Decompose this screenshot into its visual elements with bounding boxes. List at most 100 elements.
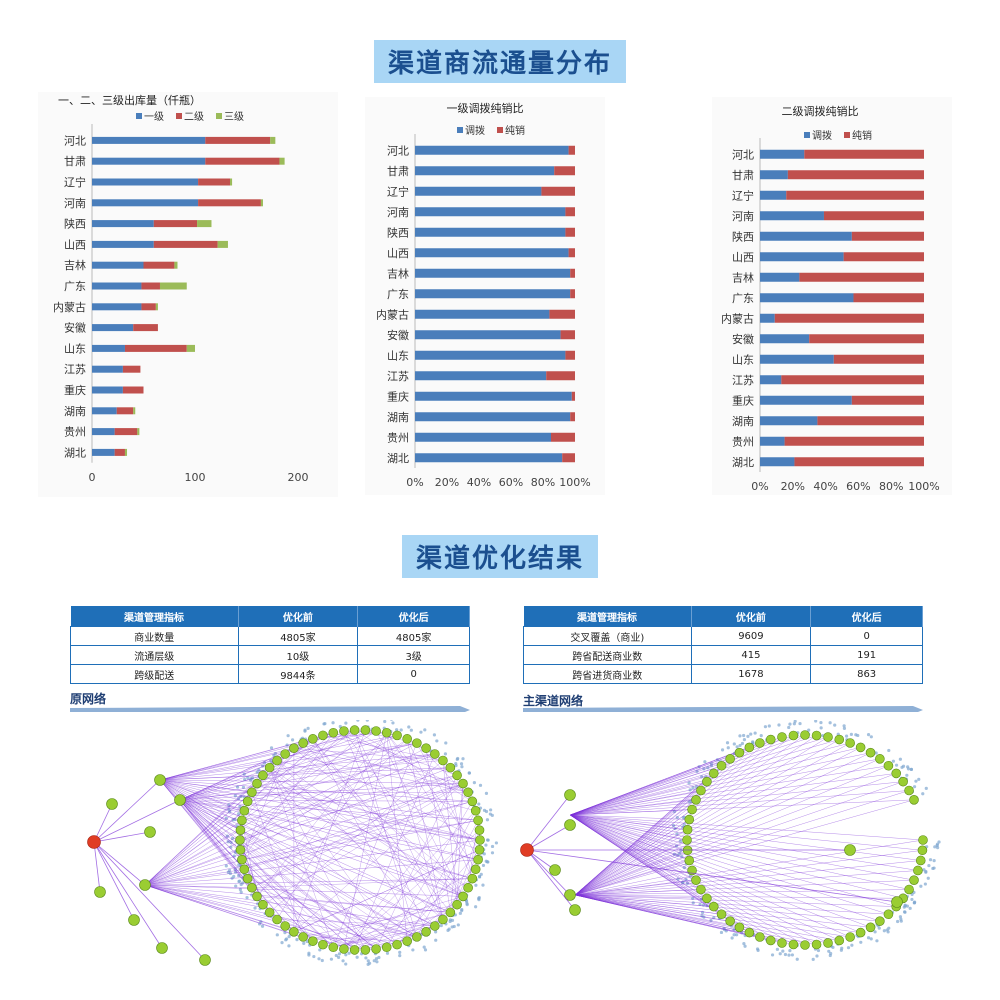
halo-dot: [481, 883, 485, 887]
network-link: [574, 894, 750, 933]
network-link: [574, 894, 760, 938]
chart-title: 一级调拨纯销比: [447, 101, 524, 115]
halo-dot: [926, 876, 930, 880]
bar-纯销: [554, 166, 575, 176]
network-link: [343, 732, 387, 950]
x-tick-label: 60%: [846, 480, 870, 493]
halo-dot: [732, 742, 736, 746]
halo-dot: [227, 868, 232, 872]
network-link: [574, 894, 707, 899]
bar-一级: [92, 303, 142, 311]
halo-dot: [793, 720, 797, 723]
network-link: [256, 738, 408, 897]
category-label: 山西: [64, 238, 86, 251]
table-cell: 3级: [357, 645, 470, 665]
network-link: [144, 859, 479, 886]
network-link: [251, 775, 458, 888]
table-header-row: 渠道管理指标 优化前 优化后: [70, 606, 470, 627]
outer-node: [144, 826, 156, 838]
network-link: [450, 830, 480, 913]
network-link: [269, 767, 464, 897]
network-link: [569, 814, 910, 890]
halo-dot: [742, 737, 747, 742]
halo-dot: [896, 919, 900, 924]
category-label: 湖南: [387, 411, 409, 424]
bar-调拨: [760, 149, 805, 159]
ring-node: [421, 927, 431, 937]
bar-纯销: [570, 289, 575, 299]
network-link: [312, 896, 464, 942]
bar-纯销: [565, 207, 575, 217]
halo-dot: [875, 939, 879, 943]
halo-dot: [284, 938, 288, 942]
halo-dot: [819, 720, 823, 725]
bar-调拨: [760, 334, 810, 344]
network-link: [144, 742, 417, 886]
halo-dot: [923, 882, 927, 886]
bar-调拨: [760, 231, 852, 241]
halo-dot: [894, 763, 899, 767]
network-link: [574, 739, 771, 896]
network-link: [262, 775, 469, 888]
network-link: [386, 801, 473, 948]
network-link: [159, 779, 241, 851]
ring-node: [765, 734, 776, 745]
ring-node: [708, 901, 719, 912]
halo-dot: [460, 765, 464, 769]
ring-node: [247, 787, 257, 798]
ring-node: [360, 945, 371, 955]
ring-node: [318, 730, 328, 741]
category-label: 重庆: [387, 389, 409, 403]
chart-title: 一、二、三级出库量（仟瓶）: [58, 93, 201, 107]
network-link: [569, 781, 904, 816]
network-link: [569, 814, 924, 841]
category-label: 山东: [387, 349, 409, 362]
table-header-cell: 优化前: [238, 606, 359, 627]
halo-dot: [905, 773, 909, 777]
network-link: [276, 760, 435, 927]
bar-纯销: [804, 149, 924, 159]
halo-dot: [877, 926, 881, 930]
network-link: [247, 753, 435, 802]
network-link: [179, 799, 398, 945]
table-cell: 跨级配送: [70, 664, 239, 684]
ring-node: [470, 864, 481, 875]
network-link: [159, 730, 377, 781]
legend-swatch: [457, 127, 463, 133]
halo-dot: [749, 732, 753, 736]
network-link: [365, 729, 398, 736]
bar-调拨: [415, 289, 571, 299]
network-link: [262, 783, 464, 905]
network-link: [386, 732, 480, 851]
ring-node: [349, 725, 360, 735]
halo-dot: [917, 777, 921, 781]
halo-dot: [795, 957, 799, 961]
table-cell: 4805家: [237, 626, 359, 646]
category-label: 贵州: [64, 426, 86, 439]
network-link: [574, 736, 783, 896]
bar-调拨: [760, 436, 785, 446]
table-header-row: 渠道管理指标 优化前 优化后: [523, 606, 923, 627]
table-row: 流通层级 10级 3级: [70, 645, 470, 665]
network-link: [144, 839, 481, 886]
halo-dot: [409, 728, 413, 732]
network-link: [293, 747, 464, 784]
bar-三级: [197, 220, 212, 228]
network-link: [354, 753, 436, 950]
network-link: [256, 896, 451, 913]
network-link: [276, 732, 387, 920]
network-link: [241, 732, 334, 860]
root-node: [520, 843, 534, 857]
ring-node: [237, 854, 247, 865]
category-label: 安徽: [732, 332, 754, 346]
halo-dot: [407, 725, 411, 729]
halo-dot: [459, 762, 464, 766]
network-link: [144, 729, 355, 886]
bar-纯销: [823, 211, 924, 221]
network-link: [144, 884, 451, 913]
outer-node: [174, 794, 186, 806]
bar-纯销: [571, 391, 575, 401]
ring-node: [865, 922, 876, 933]
network-link: [569, 814, 915, 881]
